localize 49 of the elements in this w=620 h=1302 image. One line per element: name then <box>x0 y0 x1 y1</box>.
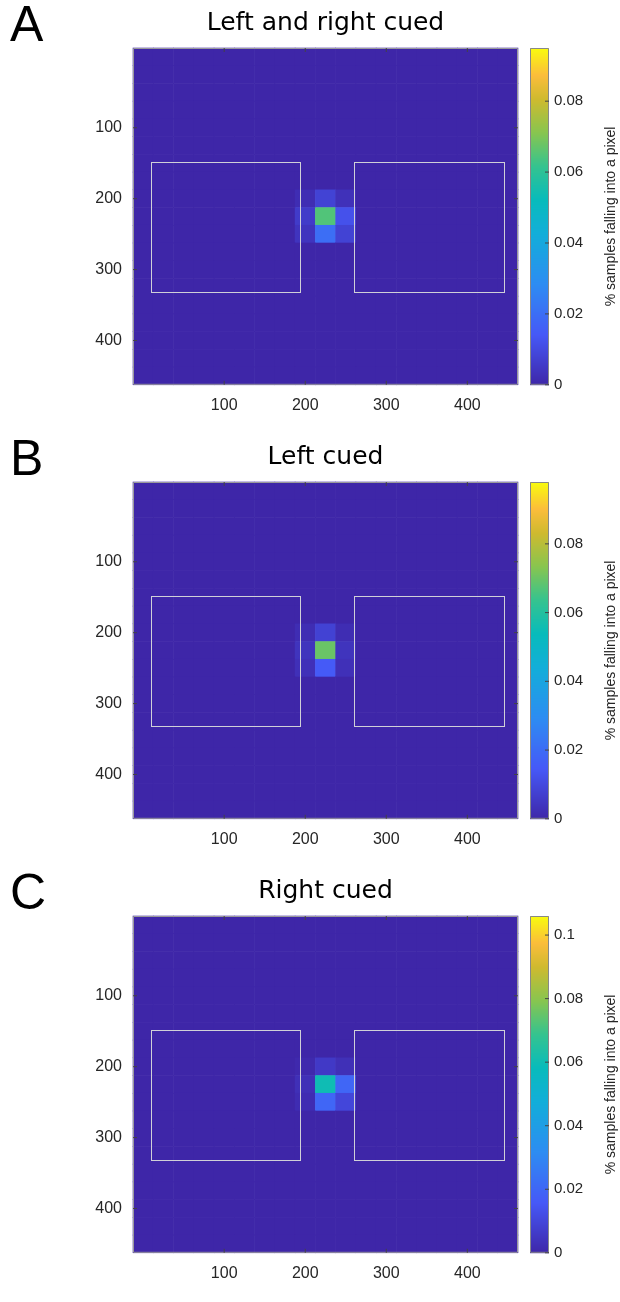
x-tick-label: 400 <box>453 395 481 413</box>
color-bar-label: 0.1 <box>554 925 575 943</box>
y-tick-label: 400 <box>95 1198 123 1216</box>
color-bar-label: 0 <box>554 808 563 826</box>
y-tick-label: 100 <box>95 552 123 570</box>
text: C <box>10 863 47 920</box>
color-bar-label: 0 <box>554 1242 563 1260</box>
x-tick-label: 200 <box>291 829 319 847</box>
x-tick-label: 400 <box>453 829 481 847</box>
x-tick-label: 300 <box>372 829 400 847</box>
x-tick-label: 100 <box>210 829 238 847</box>
color-bar-label: 0.06 <box>554 602 584 620</box>
text: A <box>10 0 44 52</box>
x-tick-label: 200 <box>291 1263 319 1281</box>
x-tick-label: 100 <box>210 395 238 413</box>
y-tick-label: 400 <box>95 330 123 348</box>
chart-title: Left cued <box>267 440 384 470</box>
x-tick-label: 400 <box>453 1263 481 1281</box>
color-bar-title: % samples falling into a pixel <box>601 126 618 307</box>
color-bar-label: 0.02 <box>554 740 584 758</box>
color-bar-label: 0.04 <box>554 233 584 251</box>
y-tick-label: 200 <box>95 1057 123 1075</box>
y-tick-label: 300 <box>95 693 123 711</box>
y-tick-label: 300 <box>95 1127 123 1145</box>
color-bar-label: 0.04 <box>554 1115 584 1133</box>
y-tick-label: 100 <box>95 118 123 136</box>
color-bar-title: % samples falling into a pixel <box>601 560 618 741</box>
x-tick-label: 200 <box>291 395 319 413</box>
color-bar-label: 0.02 <box>554 304 584 322</box>
color-bar-label: 0.06 <box>554 162 584 180</box>
color-bar-label: 0 <box>554 374 563 392</box>
color-bar-label: 0.08 <box>554 988 584 1006</box>
text: B <box>10 429 44 486</box>
color-bar-label: 0.08 <box>554 534 584 551</box>
color-bar-label: 0.02 <box>554 1179 584 1197</box>
x-tick-label: 100 <box>210 1263 238 1281</box>
chart-title: Left and right cued <box>206 6 445 36</box>
color-bar-title: % samples falling into a pixel <box>601 994 618 1175</box>
color-bar-label: 0.04 <box>554 671 584 689</box>
chart-title: Right cued <box>258 874 393 904</box>
x-tick-label: 300 <box>372 395 400 413</box>
y-tick-label: 200 <box>95 623 123 641</box>
x-tick-label: 300 <box>372 1263 400 1281</box>
y-tick-label: 300 <box>95 259 123 277</box>
y-tick-label: 200 <box>95 189 123 207</box>
color-bar-label: 0.08 <box>554 91 584 109</box>
color-bar-label: 0.06 <box>554 1052 584 1070</box>
y-tick-label: 100 <box>95 986 123 1004</box>
y-tick-label: 400 <box>95 764 123 782</box>
